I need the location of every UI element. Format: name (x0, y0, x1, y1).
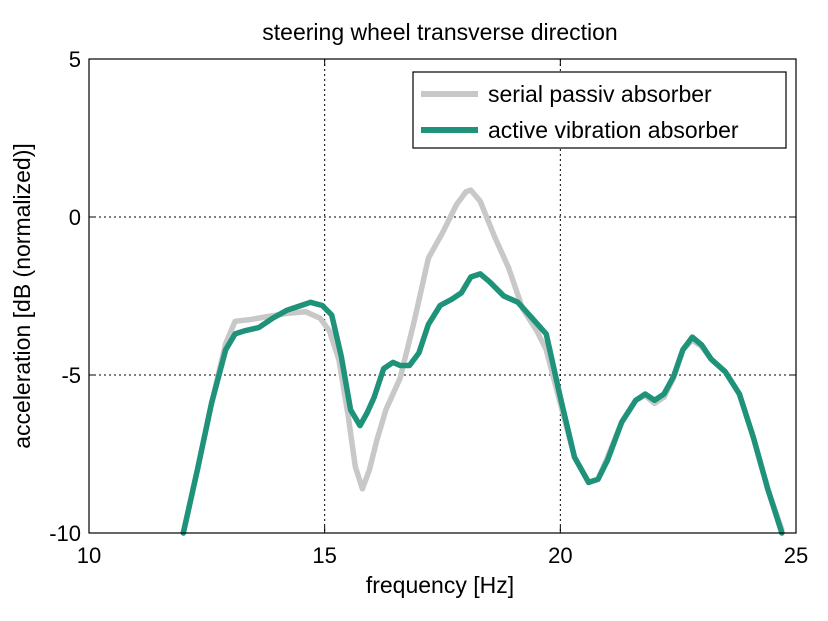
y-tick-labels: -10 -5 0 5 (49, 47, 81, 546)
x-tick-label: 15 (312, 543, 336, 568)
x-tick-label: 10 (77, 543, 101, 568)
grid-lines (89, 59, 796, 533)
legend-label-active: active vibration absorber (488, 117, 739, 143)
chart-title: steering wheel transverse direction (262, 19, 617, 45)
y-axis-title: acceleration [dB (normalized)] (9, 143, 35, 449)
plot-frame (88, 58, 797, 534)
y-tick-label: 0 (69, 205, 81, 230)
series-line-active-vibration-absorber (180, 271, 785, 536)
legend-label-serial: serial passiv absorber (488, 81, 712, 107)
series-layer (180, 187, 785, 536)
axis-ticks (88, 58, 797, 534)
x-tick-labels: 10 15 20 25 (77, 543, 808, 568)
y-tick-label: -5 (61, 363, 81, 388)
x-axis-title: frequency [Hz] (366, 572, 514, 598)
x-tick-label: 20 (548, 543, 572, 568)
x-tick-label: 25 (784, 543, 808, 568)
legend-box (412, 71, 787, 149)
y-tick-label: 5 (69, 47, 81, 72)
legend: serial passiv absorber active vibration … (412, 71, 787, 149)
y-tick-label: -10 (49, 521, 81, 546)
